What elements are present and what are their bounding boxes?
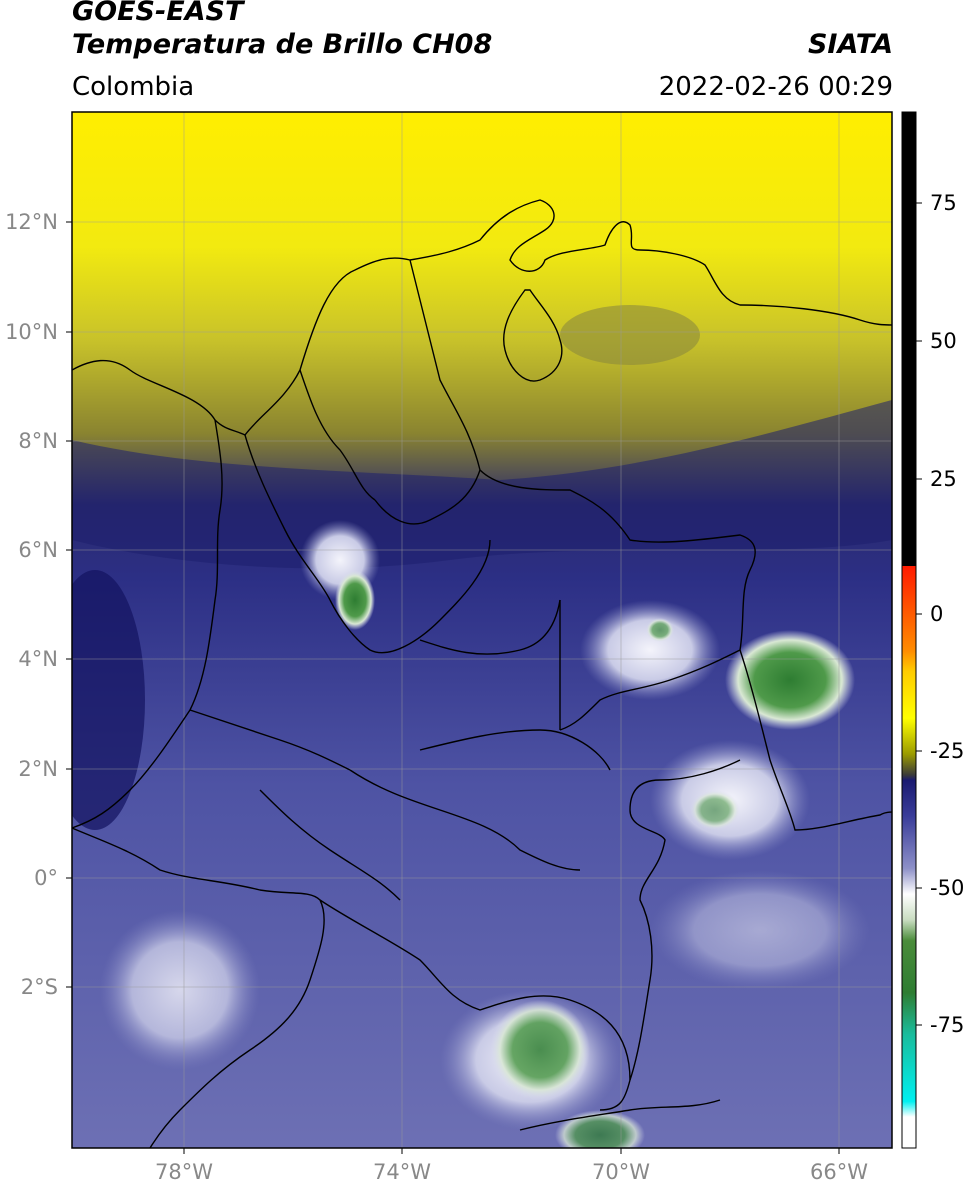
colorbar-tick-neg50: -50 xyxy=(930,876,965,900)
lat-label-4n: 4°N xyxy=(18,647,58,671)
lon-label-70w: 70°W xyxy=(592,1160,650,1184)
axis-ticks xyxy=(66,221,840,1154)
gridlines xyxy=(72,112,892,1148)
colorbar-tick-neg75: -75 xyxy=(930,1013,965,1037)
title-line-2: Temperatura de Brillo CH08 xyxy=(72,29,493,60)
lat-label-8n: 8°N xyxy=(18,429,58,453)
lat-label-10n: 10°N xyxy=(5,320,58,344)
colorbar-tick-75: 75 xyxy=(930,191,957,215)
colorbar-tick-neg25: -25 xyxy=(930,739,965,763)
colorbar-tick-25: 25 xyxy=(930,467,957,491)
timestamp-label: 2022-02-26 00:29 xyxy=(658,72,893,102)
satellite-imagery xyxy=(72,112,892,1148)
region-label: Colombia xyxy=(72,72,195,102)
lat-label-12n: 12°N xyxy=(5,210,58,234)
organization-label: SIATA xyxy=(807,29,893,60)
title-line-1: GOES-EAST xyxy=(72,0,244,27)
lat-label-2n: 2°N xyxy=(18,757,58,781)
lat-label-6n: 6°N xyxy=(18,538,58,562)
lat-label-2s: 2°S xyxy=(20,975,58,999)
lon-label-78w: 78°W xyxy=(155,1160,213,1184)
colorbar xyxy=(901,111,922,1149)
borders-coastlines xyxy=(72,199,892,1148)
map-frame xyxy=(71,111,893,1149)
colorbar-tick-0: 0 xyxy=(930,602,944,626)
lat-label-0: 0° xyxy=(34,866,58,890)
lon-label-66w: 66°W xyxy=(810,1160,868,1184)
colorbar-tick-50: 50 xyxy=(930,329,957,353)
lon-label-74w: 74°W xyxy=(373,1160,431,1184)
